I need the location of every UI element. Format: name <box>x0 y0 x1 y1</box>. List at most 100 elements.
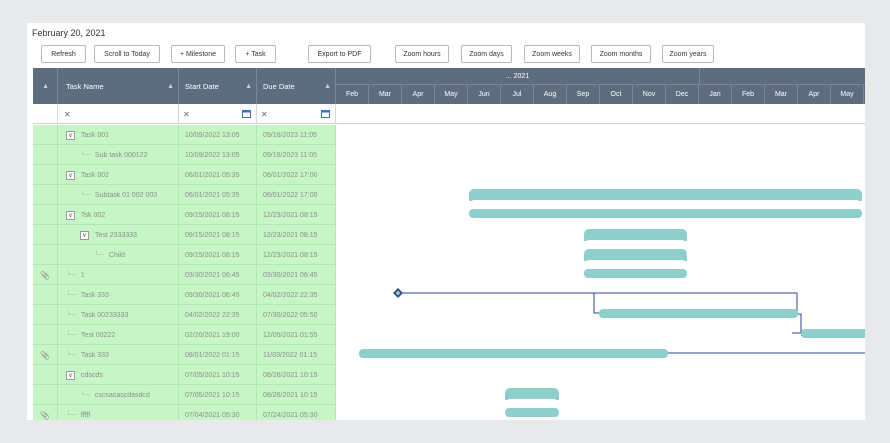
start-date-cell[interactable]: 09/30/2021 06:45 <box>179 285 257 305</box>
task-name-cell[interactable]: └─ cscsacascdasdcd <box>58 385 179 405</box>
task-name-cell[interactable]: └─ Task 333 <box>58 285 179 305</box>
zoom-months-button[interactable]: Zoom months <box>591 45 651 63</box>
calendar-icon[interactable] <box>321 109 330 118</box>
collapse-toggle-icon[interactable]: ∨ <box>80 230 89 240</box>
task-name-cell[interactable]: ∨ cdscds <box>58 365 179 385</box>
task-name-cell[interactable]: └─ Child <box>58 245 179 265</box>
table-row[interactable]: └─ Subtask 01 002 003 06/01/2021 05:35 06/0… <box>33 185 336 205</box>
collapse-toggle-icon[interactable]: ∨ <box>66 130 75 140</box>
start-date-cell[interactable]: 09/15/2021 08:15 <box>179 205 257 225</box>
due-date-cell[interactable]: 03/30/2021 06:45 <box>257 265 336 285</box>
table-row[interactable]: ∨ Task 001 10/09/2022 13:05 09/16/2023 11:0… <box>33 125 336 145</box>
table-row[interactable]: ∨ Tsk 002 09/15/2021 08:15 12/23/2021 08:15 <box>33 205 336 225</box>
table-row[interactable]: └─ Child 09/15/2021 08:15 12/23/2021 08:15 <box>33 245 336 265</box>
paperclip-icon[interactable]: 📎 <box>40 350 50 360</box>
task-bar-subtask-01-002-003[interactable] <box>469 209 862 218</box>
task-name-filter[interactable]: ✕ <box>58 104 179 124</box>
table-row[interactable]: └─ Task 00233333 04/02/2022 22:35 07/30/202… <box>33 305 336 325</box>
start-date-cell[interactable]: 10/09/2022 13:05 <box>179 125 257 145</box>
due-date-cell[interactable]: 07/30/2022 05:50 <box>257 305 336 325</box>
zoom-hours-button[interactable]: Zoom hours <box>395 45 449 63</box>
task-bar-test-2333333[interactable] <box>584 249 687 264</box>
table-row[interactable]: └─ Test 00222 02/20/2021 19:00 12/05/2021 0… <box>33 325 336 345</box>
task-name-cell[interactable]: └─ Subtask 01 002 003 <box>58 185 179 205</box>
clear-filter-icon[interactable]: ✕ <box>261 109 268 119</box>
task-bar-tsk-002[interactable] <box>584 229 687 244</box>
add-milestone-button[interactable]: + Milestone <box>171 45 225 63</box>
task-name-column-header[interactable]: Task Name ▲︎ <box>58 68 179 104</box>
task-name-cell[interactable]: └─ Task 00233333 <box>58 305 179 325</box>
due-date-cell[interactable]: 12/23/2021 08:15 <box>257 225 336 245</box>
due-date-cell[interactable]: 12/05/2021 01:55 <box>257 325 336 345</box>
due-date-cell[interactable]: 06/01/2022 17:00 <box>257 185 336 205</box>
task-bar-task-333[interactable] <box>599 309 798 318</box>
task-name-cell[interactable]: └─ Sub task 000122 <box>58 145 179 165</box>
start-date-cell[interactable]: 02/20/2021 19:00 <box>179 325 257 345</box>
calendar-icon[interactable] <box>242 109 251 118</box>
task-bar-test-00222[interactable] <box>359 349 668 358</box>
zoom-years-button[interactable]: Zoom years <box>662 45 714 63</box>
start-date-column-header[interactable]: Start Date ▲︎ <box>179 68 257 104</box>
due-date-cell[interactable]: 08/26/2021 10:15 <box>257 385 336 405</box>
paperclip-icon[interactable]: 📎 <box>40 410 50 420</box>
collapse-toggle-icon[interactable]: ∨ <box>66 210 75 220</box>
start-date-cell[interactable]: 07/05/2021 10:15 <box>179 365 257 385</box>
table-row[interactable]: ∨ cdscds 07/05/2021 10:15 08/26/2021 10:15 <box>33 365 336 385</box>
clear-filter-icon[interactable]: ✕ <box>183 109 190 119</box>
due-date-cell[interactable]: 09/16/2023 11:05 <box>257 125 336 145</box>
task-name-cell[interactable]: └─ Test 00222 <box>58 325 179 345</box>
table-row[interactable]: 📎 └─ Task 333 08/01/2022 01:15 11/03/2022 01… <box>33 345 336 365</box>
start-date-cell[interactable]: 07/04/2021 05:30 <box>179 405 257 420</box>
due-date-cell[interactable]: 12/23/2021 08:15 <box>257 245 336 265</box>
table-row[interactable]: 📎 └─ fffff 07/04/2021 05:30 07/24/2021 05:30 <box>33 405 336 420</box>
start-date-cell[interactable]: 06/01/2021 05:35 <box>179 165 257 185</box>
refresh-button[interactable]: Refresh <box>41 45 86 63</box>
table-row[interactable]: ∨ Task 002 06/01/2021 05:35 06/01/2022 17:0… <box>33 165 336 185</box>
due-date-filter[interactable]: ✕ <box>257 104 336 124</box>
collapse-toggle-icon[interactable]: ∨ <box>66 170 75 180</box>
task-name-cell[interactable]: ∨ Task 002 <box>58 165 179 185</box>
task-bar-cscsacascdasdcd[interactable] <box>505 408 559 417</box>
start-date-cell[interactable]: 10/09/2022 13:05 <box>179 145 257 165</box>
due-date-cell[interactable]: 11/03/2022 01:15 <box>257 345 336 365</box>
table-row[interactable]: ∨ Test 2333333 09/15/2021 08:15 12/23/2021 … <box>33 225 336 245</box>
due-date-cell[interactable]: 07/24/2021 05:30 <box>257 405 336 420</box>
export-pdf-button[interactable]: Export to PDF <box>308 45 371 63</box>
add-task-button[interactable]: + Task <box>235 45 276 63</box>
start-date-cell[interactable]: 09/15/2021 08:15 <box>179 245 257 265</box>
task-name-cell[interactable]: └─ fffff <box>58 405 179 420</box>
zoom-weeks-button[interactable]: Zoom weeks <box>524 45 580 63</box>
scroll-to-today-button[interactable]: Scroll to Today <box>94 45 160 63</box>
zoom-days-button[interactable]: Zoom days <box>461 45 512 63</box>
due-date-cell[interactable]: 08/26/2021 10:15 <box>257 365 336 385</box>
task-name-cell[interactable]: ∨ Task 001 <box>58 125 179 145</box>
table-row[interactable]: └─ Sub task 000122 10/09/2022 13:05 09/16/2… <box>33 145 336 165</box>
milestone-diamond-icon[interactable] <box>393 288 403 298</box>
due-date-cell[interactable]: 12/23/2021 08:15 <box>257 205 336 225</box>
task-name-cell[interactable]: └─ Task 333 <box>58 345 179 365</box>
table-row[interactable]: └─ Task 333 09/30/2021 06:45 04/02/2022 22:… <box>33 285 336 305</box>
task-name-cell[interactable]: ∨ Tsk 002 <box>58 205 179 225</box>
task-bar-cdscds[interactable] <box>505 388 559 403</box>
task-name-cell[interactable]: └─ 1 <box>58 265 179 285</box>
table-row[interactable]: 📎 └─ 1 03/30/2021 06:45 03/30/2021 06:45 <box>33 265 336 285</box>
start-date-cell[interactable]: 08/01/2022 01:15 <box>179 345 257 365</box>
clear-filter-icon[interactable]: ✕ <box>64 109 71 119</box>
task-bar-task-002[interactable] <box>469 189 862 204</box>
start-date-cell[interactable]: 06/01/2021 05:35 <box>179 185 257 205</box>
start-date-cell[interactable]: 03/30/2021 06:45 <box>179 265 257 285</box>
table-row[interactable]: └─ cscsacascdasdcd 07/05/2021 10:15 08/26/2… <box>33 385 336 405</box>
task-name-cell[interactable]: ∨ Test 2333333 <box>58 225 179 245</box>
start-date-cell[interactable]: 04/02/2022 22:35 <box>179 305 257 325</box>
due-date-column-header[interactable]: Due Date ▲︎ <box>257 68 336 104</box>
due-date-cell[interactable]: 06/01/2022 17:00 <box>257 165 336 185</box>
due-date-cell[interactable]: 09/16/2023 11:05 <box>257 145 336 165</box>
start-date-cell[interactable]: 09/15/2021 08:15 <box>179 225 257 245</box>
due-date-cell[interactable]: 04/02/2022 22:35 <box>257 285 336 305</box>
start-date-cell[interactable]: 07/05/2021 10:15 <box>179 385 257 405</box>
start-date-filter[interactable]: ✕ <box>179 104 257 124</box>
collapse-toggle-icon[interactable]: ∨ <box>66 370 75 380</box>
task-bar-child[interactable] <box>584 269 687 278</box>
attachment-column-header[interactable]: ▲︎ <box>33 68 58 104</box>
task-bar-task-00233333[interactable] <box>801 329 865 338</box>
